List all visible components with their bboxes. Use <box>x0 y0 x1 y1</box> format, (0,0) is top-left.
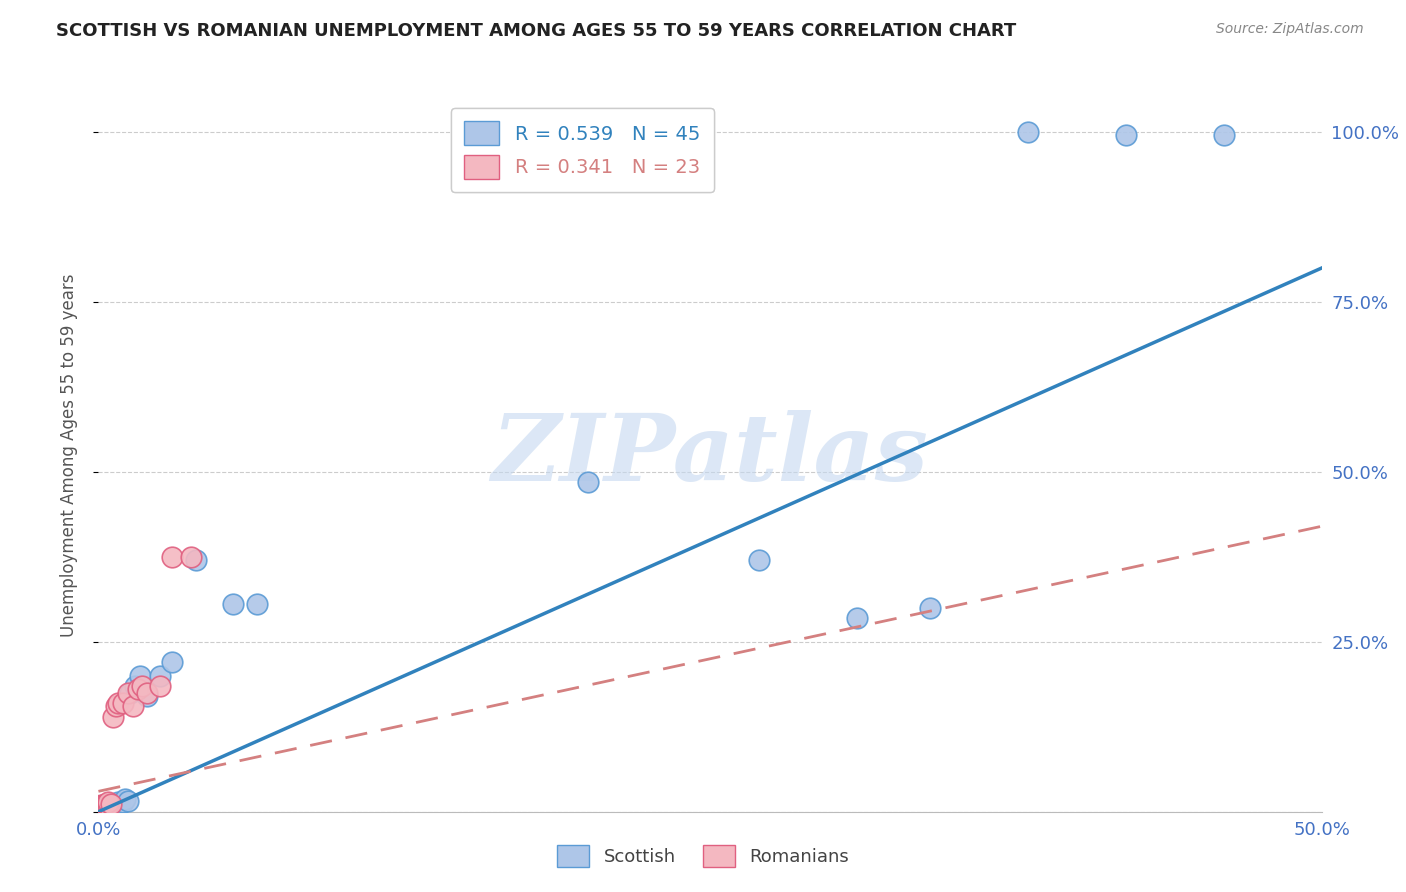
Point <box>104 799 127 814</box>
Point <box>160 549 183 564</box>
Text: ZIPatlas: ZIPatlas <box>492 410 928 500</box>
Point <box>124 679 146 693</box>
Point <box>104 797 127 811</box>
Point <box>91 801 114 815</box>
Point <box>91 800 114 814</box>
Point <box>107 795 129 809</box>
Text: Source: ZipAtlas.com: Source: ZipAtlas.com <box>1216 22 1364 37</box>
Point <box>129 669 152 683</box>
Point <box>149 669 172 683</box>
Point <box>111 795 134 809</box>
Point <box>91 799 114 814</box>
Point <box>111 696 134 710</box>
Point <box>1017 125 1039 139</box>
Point <box>186 553 208 567</box>
Point <box>149 679 172 693</box>
Point <box>90 801 112 815</box>
Point <box>101 797 124 812</box>
Point <box>136 689 159 703</box>
Point <box>97 795 120 809</box>
Point <box>104 699 127 714</box>
Point <box>100 799 122 814</box>
Point <box>91 801 114 815</box>
Point <box>97 797 120 812</box>
Y-axis label: Unemployment Among Ages 55 to 59 years: Unemployment Among Ages 55 to 59 years <box>59 273 77 637</box>
Point <box>748 553 770 567</box>
Point <box>91 797 114 812</box>
Point <box>107 797 129 812</box>
Point <box>97 797 120 812</box>
Point <box>180 549 202 564</box>
Point <box>90 800 112 814</box>
Legend: R = 0.539   N = 45, R = 0.341   N = 23: R = 0.539 N = 45, R = 0.341 N = 23 <box>451 108 714 193</box>
Point <box>131 679 153 693</box>
Point <box>94 801 117 815</box>
Point <box>222 598 245 612</box>
Text: SCOTTISH VS ROMANIAN UNEMPLOYMENT AMONG AGES 55 TO 59 YEARS CORRELATION CHART: SCOTTISH VS ROMANIAN UNEMPLOYMENT AMONG … <box>56 22 1017 40</box>
Point <box>110 797 132 811</box>
Legend: Scottish, Romanians: Scottish, Romanians <box>550 838 856 874</box>
Point <box>100 800 122 814</box>
Point <box>576 475 599 489</box>
Point <box>117 794 139 808</box>
Point <box>107 696 129 710</box>
Point <box>1212 128 1234 143</box>
Point <box>90 797 112 812</box>
Point <box>100 797 122 811</box>
Point <box>94 797 117 811</box>
Point <box>101 709 124 723</box>
Point <box>91 797 114 812</box>
Point <box>117 686 139 700</box>
Point <box>94 800 117 814</box>
Point <box>90 801 112 815</box>
Point <box>246 598 269 612</box>
Point <box>97 799 120 814</box>
Point <box>90 800 112 814</box>
Point <box>94 799 117 814</box>
Point <box>160 655 183 669</box>
Point <box>100 797 122 811</box>
Point <box>94 799 117 814</box>
Point <box>845 611 868 625</box>
Point <box>920 600 942 615</box>
Point <box>114 792 136 806</box>
Point <box>101 800 124 814</box>
Point <box>1115 128 1137 143</box>
Point <box>120 686 142 700</box>
Point <box>136 686 159 700</box>
Point <box>97 800 120 814</box>
Point <box>91 800 114 814</box>
Point <box>90 799 112 814</box>
Point <box>91 799 114 814</box>
Point <box>90 799 112 814</box>
Point <box>127 682 149 697</box>
Point <box>94 797 117 812</box>
Point <box>121 699 143 714</box>
